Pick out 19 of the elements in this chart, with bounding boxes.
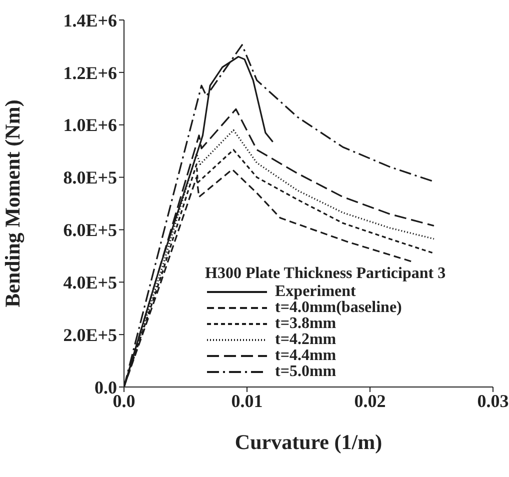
y-tick-label: 1.0E+6 (63, 115, 117, 136)
legend-label: t=3.8mm (275, 315, 336, 332)
x-tick-label: 0.02 (354, 390, 386, 411)
legend-label: Experiment (275, 283, 356, 300)
y-tick-label: 1.4E+6 (63, 10, 117, 30)
y-tick-label: 2.0E+5 (63, 324, 117, 345)
y-tick-label: 1.2E+6 (63, 62, 117, 83)
x-tick-label: 0.01 (231, 390, 263, 411)
legend-label: t=4.2mm (275, 331, 336, 348)
y-axis-title: Bending Moment (Nm) (0, 100, 24, 308)
legend-label: t=5.0mm (275, 363, 336, 380)
y-tick-label: 6.0E+5 (63, 220, 117, 240)
legend-title: H300 Plate Thickness Participant 3 (205, 265, 446, 282)
x-tick-label: 0.03 (477, 390, 509, 411)
legend-label: t=4.4mm (275, 347, 336, 364)
y-tick-label: 8.0E+5 (63, 168, 117, 188)
legend-label: t=4.0mm(baseline) (275, 299, 402, 316)
x-axis-title: Curvature (1/m) (234, 430, 382, 454)
y-tick-label: 4.0E+5 (63, 272, 117, 293)
